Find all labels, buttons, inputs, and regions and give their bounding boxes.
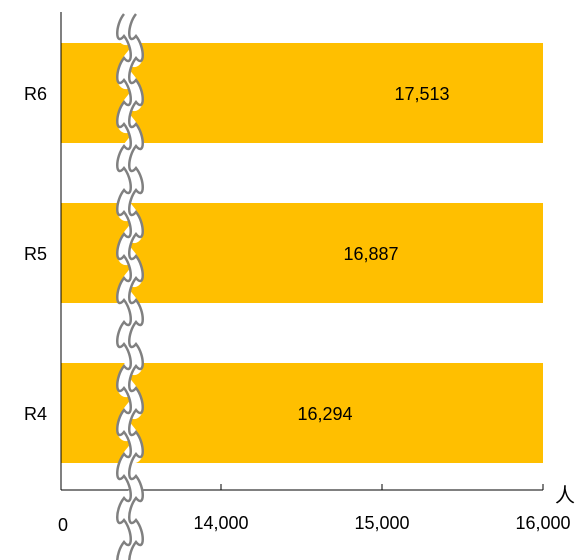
x-tick-label: 16,000 [515, 513, 570, 533]
x-tick-label: 15,000 [354, 513, 409, 533]
value-label-r4: 16,294 [297, 404, 352, 424]
value-label-r5: 16,887 [343, 244, 398, 264]
x-tick-label: 0 [58, 515, 68, 535]
axis-break-symbol [116, 10, 144, 560]
axis-break-line-right [128, 13, 144, 560]
x-axis-ticks: 0 14,000 15,000 16,000 [58, 484, 571, 535]
axis-break-line-left [116, 13, 132, 560]
value-label-r6: 17,513 [394, 84, 449, 104]
category-label-r6: R6 [24, 84, 47, 104]
category-label-r5: R5 [24, 244, 47, 264]
value-labels: 17,513 16,887 16,294 [297, 84, 449, 424]
x-tick-label: 14,000 [193, 513, 248, 533]
category-labels: R6 R5 R4 [24, 84, 47, 424]
category-label-r4: R4 [24, 404, 47, 424]
unit-label: 人 [555, 484, 575, 507]
